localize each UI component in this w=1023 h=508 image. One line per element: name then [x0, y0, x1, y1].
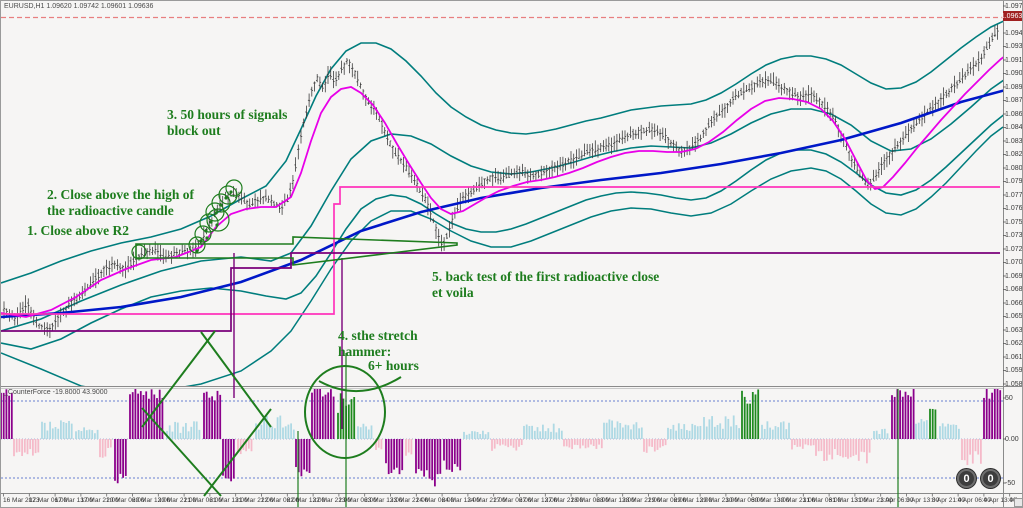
time-label: 22 Mar 21:00 — [312, 497, 351, 504]
current-price-value: 1.09636 — [1000, 12, 1023, 20]
time-label: 17 Mar 13:00 — [54, 497, 93, 504]
drawing-objects[interactable] — [131, 179, 899, 508]
annotation-note-5[interactable]: 6+ hours — [368, 358, 419, 373]
indicator-scale-label: -50 — [1005, 479, 1016, 487]
price-label: 1.06240 — [1005, 340, 1023, 347]
price-label: 1.08480 — [1005, 124, 1023, 131]
price-label: 1.06800 — [1005, 286, 1023, 293]
time-label: 21 Mar 06:00 — [183, 497, 222, 504]
price-label: 1.07920 — [1005, 178, 1023, 185]
time-label: 21 Mar 13:00 — [209, 497, 248, 504]
price-label: 1.09180 — [1005, 56, 1023, 64]
annotation-note-1[interactable]: 1. Close above R2 — [27, 223, 129, 238]
price-label: 1.09040 — [1005, 70, 1023, 77]
price-label: 1.08760 — [1005, 97, 1023, 104]
price-label: 1.09320 — [1005, 43, 1023, 50]
time-axis[interactable]: 16 Mar 2023 17 Mar 06:00 17 Mar 13:00 17 Ma… — [1, 494, 1022, 507]
time-label: 20 Mar 13:00 — [132, 497, 171, 504]
time-label: 30 Mar 21:00 — [777, 497, 816, 504]
time-label: 27 Mar 21:00 — [544, 497, 584, 504]
price-label: 1.07360 — [1005, 232, 1023, 239]
time-label: 20 Mar 06:00 — [106, 497, 145, 504]
axis-corner-box — [1014, 498, 1022, 507]
chart-title: EURUSD,H1 1.09620 1.09742 1.09601 1.0963… — [4, 3, 154, 10]
time-label: 31 Mar 06:00 — [802, 497, 842, 504]
price-label: 1.07780 — [1005, 191, 1023, 199]
price-label: 1.07500 — [1005, 218, 1023, 226]
time-label: 31 Mar 13:00 — [828, 497, 867, 504]
time-label: 30 Mar 06:00 — [725, 497, 764, 504]
time-label: 23 Mar 21:00 — [390, 497, 429, 504]
price-label: 1.09740 — [1005, 2, 1023, 10]
time-label: 17 Mar 21:00 — [80, 497, 119, 504]
annotation-note-4[interactable]: 4. sthe stretch hammer: — [338, 328, 418, 360]
price-label: 1.06100 — [1005, 353, 1023, 361]
annotation-note-3[interactable]: 3. 50 hours of signals block out — [167, 107, 288, 139]
time-label: 29 Mar 06:00 — [648, 497, 687, 504]
time-label: 24 Mar 21:00 — [467, 497, 506, 504]
time-label: 16 Mar 2023 — [3, 497, 40, 504]
time-label: 27 Mar 06:00 — [493, 497, 532, 504]
time-label: 28 Mar 13:00 — [596, 497, 635, 504]
current-price-tag: 1.09636 — [1000, 11, 1023, 21]
time-label: 28 Mar 21:00 — [622, 497, 661, 504]
indicator-panel — [1, 389, 1003, 487]
indicator-scale-label: 0.00 — [1005, 435, 1019, 443]
time-label: 30 Mar 13:00 — [751, 497, 790, 504]
time-label: 22 Mar 13:00 — [286, 497, 326, 504]
time-label: 23 Mar 13:00 — [364, 497, 403, 504]
time-label: 28 Mar 06:00 — [570, 497, 609, 504]
time-label: 4 Apr 13:00 — [983, 497, 1017, 504]
price-axis[interactable]: 1.097401.096001.094601.093201.091801.090… — [1003, 1, 1023, 493]
annotation-note-2[interactable]: 2. Close above the high of the radioacti… — [47, 187, 195, 219]
time-label: 23 Mar 06:00 — [338, 497, 377, 504]
annotation-note-6[interactable]: 5. back test of the first radioactive cl… — [432, 269, 660, 301]
time-label: 31 Mar 21:00 — [854, 497, 893, 504]
time-label: 24 Mar 13:00 — [441, 497, 480, 504]
price-label: 1.07640 — [1005, 205, 1023, 212]
price-label: 1.05820 — [1005, 380, 1023, 388]
price-label: 1.08900 — [1005, 83, 1023, 91]
indicator-scale-label: 50 — [1005, 394, 1013, 402]
time-label: 29 Mar 13:00 — [673, 497, 713, 504]
price-label: 1.07080 — [1005, 259, 1023, 266]
price-label: 1.08620 — [1005, 110, 1023, 118]
time-label: 3 Apr 06:00 — [880, 497, 914, 504]
price-label: 1.06520 — [1005, 313, 1023, 320]
time-label: 20 Mar 21:00 — [157, 497, 197, 504]
time-label: 3 Apr 13:00 — [906, 497, 940, 504]
price-label: 1.06380 — [1005, 326, 1023, 334]
price-label: 1.05960 — [1005, 367, 1023, 374]
time-label: 17 Mar 06:00 — [28, 497, 68, 504]
price-label: 1.06660 — [1005, 299, 1023, 307]
time-label: 4 Apr 06:00 — [957, 497, 991, 504]
price-label: 1.08340 — [1005, 137, 1023, 145]
time-label: 22 Mar 06:00 — [261, 497, 300, 504]
price-label: 1.09460 — [1005, 29, 1023, 37]
time-label: 29 Mar 21:00 — [699, 497, 738, 504]
time-label: 3 Apr 21:00 — [931, 497, 966, 504]
notification-badge[interactable]: 0 — [981, 469, 1000, 488]
price-label: 1.07220 — [1005, 245, 1023, 253]
notification-badge[interactable]: 0 — [957, 469, 976, 488]
price-label: 1.08200 — [1005, 151, 1023, 158]
time-label: 21 Mar 21:00 — [235, 497, 274, 504]
panel-divider[interactable] — [1, 385, 1003, 389]
time-label: 24 Mar 06:00 — [415, 497, 455, 504]
price-label: 1.06940 — [1005, 272, 1023, 280]
price-label: 1.08060 — [1005, 164, 1023, 172]
time-label: 27 Mar 13:00 — [519, 497, 558, 504]
indicator-label: _CounterForce -19.8000 43.9000 — [4, 389, 108, 396]
